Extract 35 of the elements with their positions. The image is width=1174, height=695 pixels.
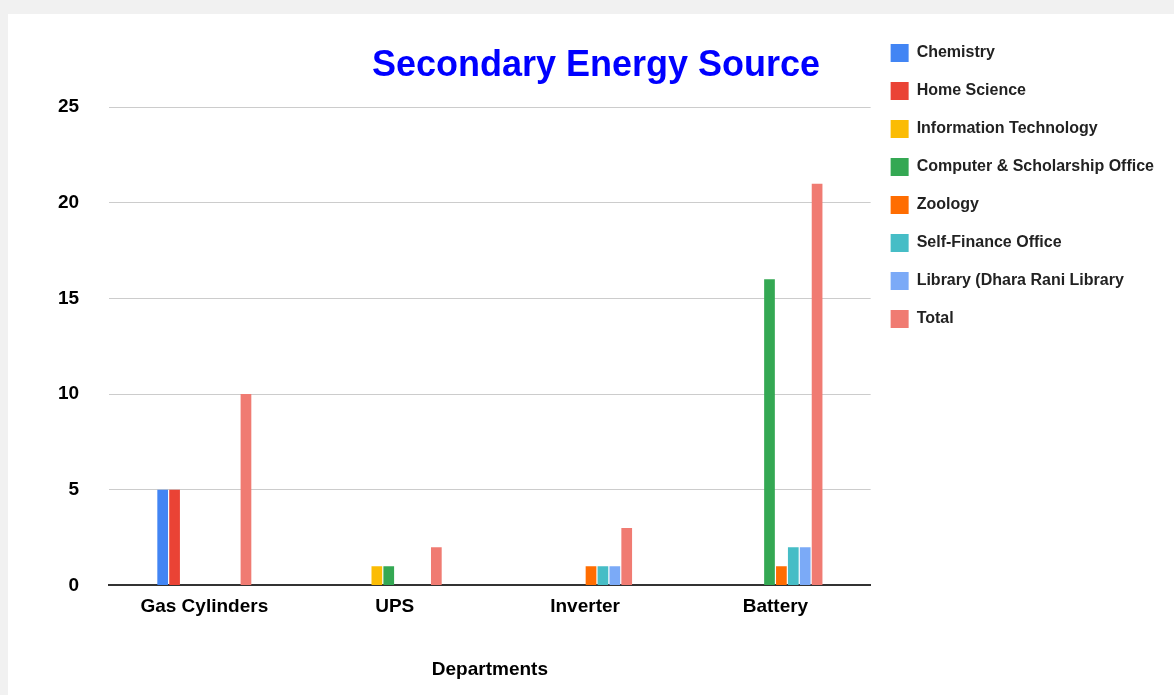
x-tick-label: UPS <box>375 595 415 617</box>
bar <box>169 489 180 585</box>
bar <box>799 547 811 585</box>
bar <box>371 566 383 585</box>
x-axis-title: Departments <box>431 657 548 679</box>
x-tick-label: Inverter <box>550 595 621 617</box>
y-tick-label: 25 <box>57 95 80 117</box>
y-tick-label: 5 <box>68 477 80 499</box>
x-tick-label: Gas Cylinders <box>140 595 269 617</box>
legend-label: Zoology <box>916 195 979 213</box>
y-tick-label: 15 <box>57 286 80 308</box>
legend-label: Total <box>916 309 954 327</box>
y-tick-label: 10 <box>57 382 80 404</box>
y-tick-label: 0 <box>68 573 80 595</box>
legend-label: Home Science <box>916 81 1027 99</box>
bar <box>811 183 823 585</box>
bar <box>240 394 252 585</box>
legend-label: Library (Dhara Rani Library <box>916 271 1124 289</box>
bar <box>430 547 442 585</box>
legend-label: Self-Finance Office <box>916 233 1062 251</box>
bar <box>383 566 395 585</box>
x-tick-label: Battery <box>742 595 809 617</box>
y-tick-label: 20 <box>57 191 80 213</box>
chart-title: Secondary Energy Source <box>371 42 821 84</box>
legend-label: Computer & Scholarship Office <box>916 157 1155 175</box>
bar <box>157 489 169 585</box>
bar <box>621 528 633 585</box>
bar <box>764 279 775 585</box>
legend-label: Chemistry <box>916 43 995 61</box>
legend-label: Information Technology <box>916 119 1098 137</box>
bar <box>597 566 609 585</box>
bar <box>609 566 621 585</box>
bar <box>585 566 597 585</box>
bar <box>787 547 799 585</box>
bar <box>776 566 787 585</box>
